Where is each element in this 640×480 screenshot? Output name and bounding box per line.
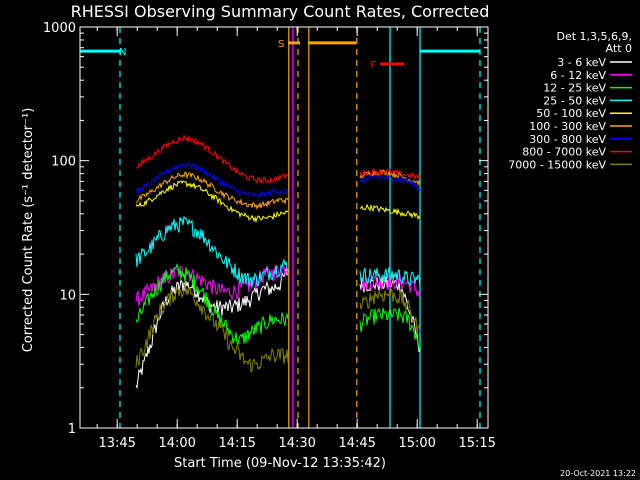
legend-entry-label: 25 - 50 keV [543,94,606,107]
legend-entry-label: 300 - 800 keV [529,133,606,146]
x-tick-label: 13:45 [98,436,135,451]
y-tick-label: 10 [59,288,76,303]
flag-bars: N S F [80,39,480,71]
x-axis: 13:45 14:00 14:15 14:30 14:45 15:00 15:15 [96,27,496,451]
legend-entry-label: 50 - 100 keV [536,107,606,120]
x-tick-label: 14:45 [338,436,375,451]
series-line [359,173,421,193]
series-line [135,215,289,288]
flag-bar-label: N [119,47,126,58]
series-lines [135,133,421,390]
series-line [359,287,421,335]
plot-frame [79,26,489,429]
legend-entry-label: 100 - 300 keV [529,120,606,133]
y-tick-label: 1000 [43,21,76,36]
flag-bar-label: S [278,39,284,50]
vertical-markers [119,27,481,428]
series-line [135,160,289,198]
series-line [135,171,289,211]
legend-entry-label: 12 - 25 keV [543,82,606,95]
x-tick-label: 14:15 [218,436,255,451]
legend-header: Det 1,3,5,6,9, [556,30,632,43]
series-line [135,267,289,390]
y-axis: 1 10 100 1000 [43,21,488,437]
x-axis-label: Start Time (09-Nov-12 13:35:42) [174,456,386,471]
legend-entry-label: 7000 - 15000 keV [508,158,606,171]
series-line [359,273,421,298]
series-line [359,203,421,221]
series-line [359,307,421,351]
flag-bar-label: F [370,60,376,71]
series-line [135,283,289,374]
y-tick-label: 100 [51,155,76,170]
x-tick-label: 15:15 [458,436,495,451]
legend-entry-label: 3 - 6 keV [557,56,606,69]
series-line [135,133,289,185]
x-tick-label: 15:00 [398,436,435,451]
legend-entry-label: 800 - 7000 keV [522,146,606,159]
series-line [359,168,421,181]
series-line [135,180,289,224]
series-line [135,262,289,346]
series-line [359,276,421,353]
chart-title: RHESSI Observing Summary Count Rates, Co… [71,2,490,21]
x-tick-label: 14:30 [278,436,315,451]
y-tick-label: 1 [68,422,76,437]
timestamp: 20-Oct-2021 13:22 [560,469,636,478]
legend-entry-label: 6 - 12 keV [550,69,606,82]
x-tick-label: 14:00 [158,436,195,451]
legend-header: Att 0 [606,42,632,55]
y-axis-label: Corrected Count Rate (s⁻¹ detector⁻¹) [21,108,36,353]
series-line [359,266,421,288]
